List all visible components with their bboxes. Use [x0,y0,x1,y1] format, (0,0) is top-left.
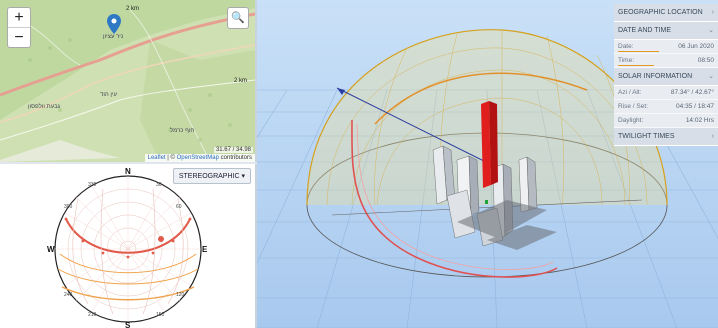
date-row[interactable]: Date: 06 Jun 2020 [614,40,718,54]
time-value: 08:50 [697,57,714,64]
north-label: N [125,167,131,176]
solar-information-title: SOLAR INFORMATION [618,73,693,80]
zoom-in-button[interactable]: + [14,9,24,26]
attribution-separator: | © [165,155,177,161]
date-time-title: DATE AND TIME [618,27,672,34]
map-tiles[interactable] [0,0,255,162]
azi-alt-label: Azi / Alt: [618,89,642,96]
degree-tick: 30 [156,182,162,188]
solar-information-header[interactable]: SOLAR INFORMATION ⌄ [614,68,718,86]
chevron-down-icon: ⌄ [708,73,714,80]
map-attribution: Leaflet | © OpenStreetMap contributors [144,154,255,162]
daylight-value: 14:02 Hrs [685,117,714,124]
leaflet-link[interactable]: Leaflet [147,155,166,161]
date-value: 06 Jun 2020 [678,43,714,50]
daylight-label: Daylight: [618,117,644,124]
rise-set-label: Rise / Set: [618,103,648,110]
scale-label-top: 2 km [126,6,140,12]
degree-tick: 240 [64,292,73,298]
twilight-times-header[interactable]: TWILIGHT TIMES › [614,128,718,146]
azi-alt-value: 87.34° / 42.67° [670,89,714,96]
osm-link[interactable]: OpenStreetMap [176,155,219,161]
map-coordinates: 31.67 / 34.98 [213,147,253,153]
attribution-tail: contributors [218,155,252,161]
twilight-times-title: TWILIGHT TIMES [618,133,675,140]
south-label: S [125,321,131,328]
rise-set-row: Rise / Set: 04:35 / 18:47 [614,100,718,114]
chevron-right-icon: › [711,133,714,140]
date-time-header[interactable]: DATE AND TIME ⌄ [614,22,718,40]
east-label: E [202,245,208,254]
sun-path-diagram: N S E W 330 300 60 30 120 150 210 240 [47,167,208,328]
info-panel: GEOGRAPHIC LOCATION › DATE AND TIME ⌄ Da… [614,4,718,146]
map-panel[interactable]: + − 🔍 ניר עציון 2 km 2 km עין הוד גבעת ו… [0,0,257,162]
west-label: W [47,245,55,254]
time-label: Time: [618,57,635,64]
geographic-location-title: GEOGRAPHIC LOCATION [618,9,703,16]
degree-tick: 330 [88,182,97,188]
degree-tick: 300 [64,204,73,210]
marker-label: ניר עציון [103,34,124,40]
time-slider[interactable] [618,64,654,66]
stereographic-panel: STEREOGRAPHIC ▾ [0,164,257,328]
degree-tick: 60 [176,204,182,210]
degree-tick: 210 [88,312,97,318]
location-marker-icon[interactable] [107,14,121,34]
sun-position-marker [158,236,164,242]
map-place-label: חוף כרמל [170,128,195,134]
projection-dropdown[interactable]: STEREOGRAPHIC ▾ [172,168,251,184]
rise-set-value: 04:35 / 18:47 [676,103,714,110]
date-label: Date: [618,43,634,50]
search-icon: 🔍 [231,12,245,24]
scale-label-right: 2 km [234,78,248,84]
chevron-right-icon: › [711,9,714,16]
time-row[interactable]: Time: 08:50 [614,54,718,68]
degree-tick: 150 [156,312,165,318]
map-search-button[interactable]: 🔍 [227,7,249,29]
geographic-location-header[interactable]: GEOGRAPHIC LOCATION › [614,4,718,22]
chevron-down-icon: ⌄ [708,27,714,34]
date-slider[interactable] [618,50,659,52]
azi-alt-row: Azi / Alt: 87.34° / 42.67° [614,86,718,100]
map-place-label: עין הוד [100,92,117,98]
map-place-label: גבעת וולפסון [28,104,61,110]
3d-viewport[interactable]: GEOGRAPHIC LOCATION › DATE AND TIME ⌄ Da… [257,0,718,328]
daylight-row: Daylight: 14:02 Hrs [614,114,718,128]
degree-tick: 120 [176,292,185,298]
zoom-control: + − [7,7,31,48]
zoom-out-button[interactable]: − [8,27,30,47]
